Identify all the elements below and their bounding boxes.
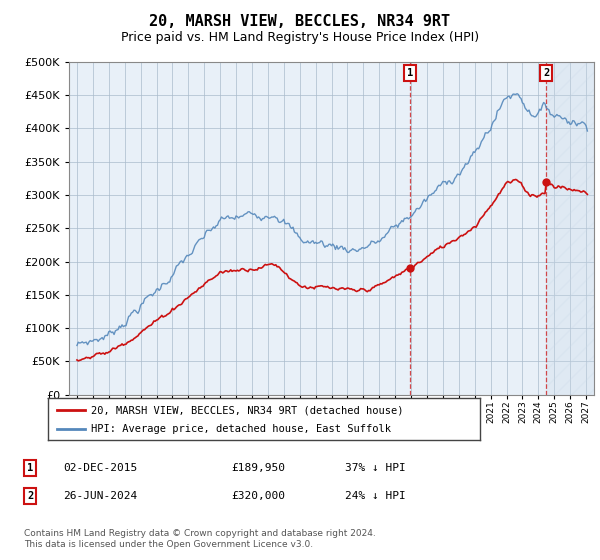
Text: Contains HM Land Registry data © Crown copyright and database right 2024.
This d: Contains HM Land Registry data © Crown c…	[24, 529, 376, 549]
Text: HPI: Average price, detached house, East Suffolk: HPI: Average price, detached house, East…	[91, 424, 391, 434]
Text: £320,000: £320,000	[231, 491, 285, 501]
Text: £189,950: £189,950	[231, 463, 285, 473]
Text: 2: 2	[27, 491, 33, 501]
Text: 37% ↓ HPI: 37% ↓ HPI	[345, 463, 406, 473]
Bar	[546, 62, 594, 395]
Text: 26-JUN-2024: 26-JUN-2024	[63, 491, 137, 501]
Text: 20, MARSH VIEW, BECCLES, NR34 9RT (detached house): 20, MARSH VIEW, BECCLES, NR34 9RT (detac…	[91, 405, 404, 415]
Text: 1: 1	[27, 463, 33, 473]
Text: 02-DEC-2015: 02-DEC-2015	[63, 463, 137, 473]
Text: 24% ↓ HPI: 24% ↓ HPI	[345, 491, 406, 501]
Text: 1: 1	[407, 68, 413, 78]
Text: 20, MARSH VIEW, BECCLES, NR34 9RT: 20, MARSH VIEW, BECCLES, NR34 9RT	[149, 14, 451, 29]
Text: 2: 2	[543, 68, 549, 78]
Text: Price paid vs. HM Land Registry's House Price Index (HPI): Price paid vs. HM Land Registry's House …	[121, 31, 479, 44]
